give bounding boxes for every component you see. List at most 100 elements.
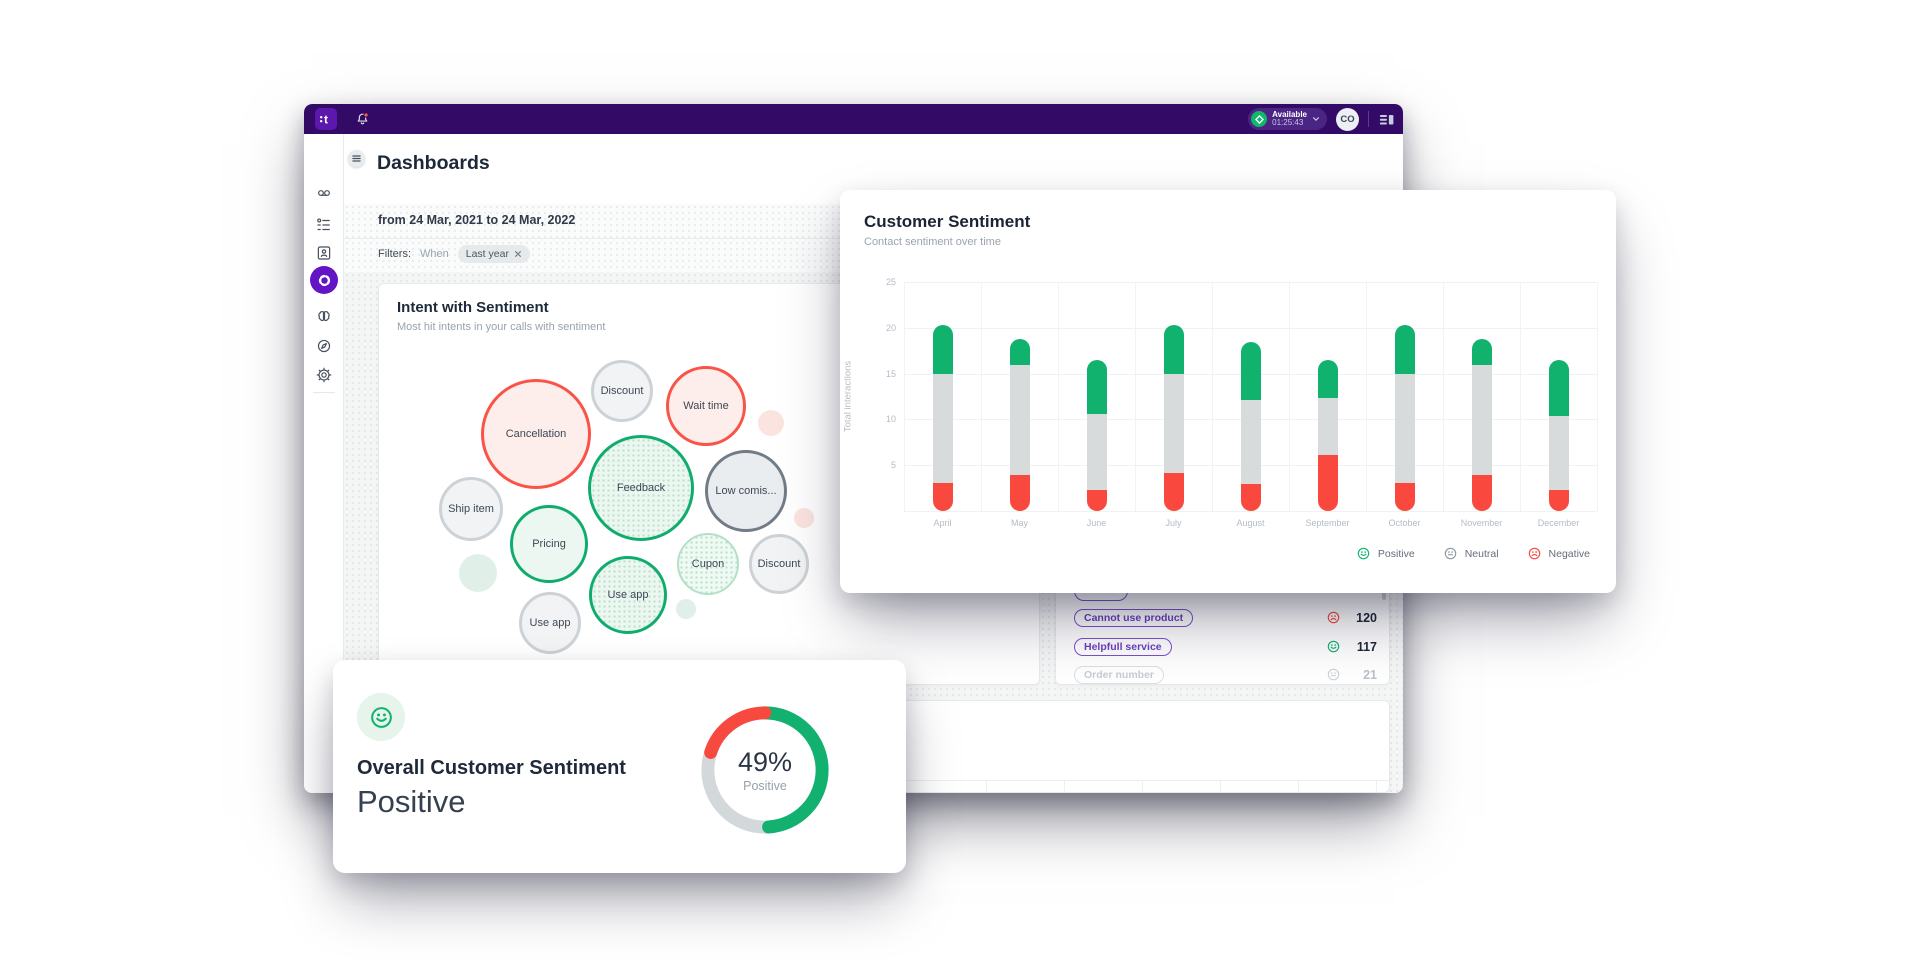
- sidebar-item-explore-compass-icon[interactable]: [315, 337, 333, 355]
- donut-center-labels: 49% Positive: [697, 702, 833, 838]
- filter-chip-label: Last year: [465, 248, 509, 260]
- filters-label: Filters:: [378, 248, 411, 260]
- app-logo[interactable]: t: [315, 108, 337, 130]
- intent-pill[interactable]: Order number: [1074, 665, 1165, 684]
- donut-percent-label: Positive: [743, 779, 787, 793]
- bar-segment-positive: [1240, 342, 1261, 401]
- remove-filter-icon[interactable]: [514, 250, 522, 258]
- agent-status-chip[interactable]: Available 01:25:43: [1248, 108, 1327, 130]
- bubble-ship-item[interactable]: Ship item: [439, 477, 503, 541]
- bar-may: [1009, 338, 1030, 511]
- intent-pill[interactable]: Helpfull service: [1074, 637, 1172, 656]
- positive-face-icon: [1327, 640, 1340, 653]
- bubble-discount[interactable]: Discount: [591, 360, 653, 422]
- y-axis-tick: 5: [890, 460, 896, 471]
- sidebar-separator: [313, 392, 335, 393]
- x-axis-tick: July: [1165, 518, 1182, 528]
- date-range[interactable]: from 24 Mar, 2021 to 24 Mar, 2022: [378, 213, 576, 227]
- bar-segment-neutral: [1548, 415, 1569, 490]
- gridline: [1289, 282, 1290, 511]
- gridline: [1366, 282, 1367, 511]
- app-topbar: t Available 01:25:43: [304, 104, 1403, 134]
- legend-item-neutral[interactable]: Neutral: [1443, 546, 1499, 561]
- panel-subtitle: Most hit intents in your calls with sent…: [397, 321, 606, 333]
- sidebar-item-contacts-icon[interactable]: [315, 244, 333, 262]
- sidebar-item-conversations-icon[interactable]: [315, 184, 333, 202]
- bar-segment-positive: [1317, 359, 1338, 399]
- overall-title: Overall Customer Sentiment: [357, 757, 626, 779]
- x-axis-tick: November: [1460, 518, 1503, 528]
- bar-segment-neutral: [1009, 365, 1030, 476]
- bar-segment-negative: [1317, 455, 1338, 511]
- avatar[interactable]: CO: [1336, 107, 1359, 131]
- intent-pill[interactable]: Cannot use product: [1074, 608, 1194, 627]
- bar-segment-neutral: [1471, 365, 1492, 476]
- workspace-panel-icon[interactable]: [1378, 111, 1395, 128]
- customer-sentiment-card: Customer Sentiment Contact sentiment ove…: [840, 190, 1616, 593]
- sidebar-item-settings-gear-icon[interactable]: [315, 366, 333, 384]
- bubble-pricing[interactable]: Pricing: [510, 505, 588, 583]
- neutral-face-icon: [1327, 668, 1340, 681]
- legend-item-negative[interactable]: Negative: [1527, 546, 1590, 561]
- gridline: [1443, 282, 1444, 511]
- filter-field-name: When: [420, 248, 449, 260]
- bubble-feedback[interactable]: Feedback: [588, 435, 694, 541]
- bubble-wait-time[interactable]: Wait time: [666, 366, 746, 446]
- gridline: [904, 511, 1597, 512]
- bar-segment-negative: [1163, 473, 1184, 511]
- bar-june: [1086, 359, 1107, 511]
- filters-bar: Filters: When Last year: [378, 245, 530, 263]
- positive-face-icon: [1326, 639, 1341, 654]
- bubble-use-app[interactable]: Use app: [519, 592, 581, 654]
- sidebar-collapse-toggle[interactable]: [348, 150, 365, 167]
- intent-count: 117: [1356, 639, 1377, 654]
- x-axis-tick: June: [1086, 518, 1107, 528]
- x-axis-tick: April: [933, 518, 952, 528]
- bar-july: [1163, 325, 1184, 511]
- sidebar-item-task-list-icon[interactable]: [315, 216, 333, 234]
- bubble-chart: Cancellation Discount Wait time Ship item Pr…: [379, 284, 1039, 684]
- y-axis-label: Total interactions: [842, 360, 854, 433]
- filter-chip[interactable]: Last year: [457, 245, 530, 263]
- bubble-cancellation[interactable]: Cancellation: [481, 379, 591, 489]
- status-timer: 01:25:43: [1272, 118, 1304, 127]
- bar-segment-positive: [1471, 338, 1492, 366]
- neutral-face-icon: [1444, 547, 1456, 560]
- bubble-low-comis-[interactable]: Low comis...: [705, 450, 787, 532]
- bar-november: [1471, 338, 1492, 511]
- neutral-face-icon: [1326, 667, 1341, 682]
- gridline: [1520, 282, 1521, 511]
- gridline: [1058, 282, 1059, 511]
- status-label: Available: [1272, 109, 1307, 119]
- bubble-use-app[interactable]: Use app: [589, 556, 667, 634]
- bubble-small: [459, 554, 497, 592]
- negative-face-icon: [1327, 611, 1340, 624]
- bubble-discount[interactable]: Discount: [749, 534, 809, 594]
- bar-segment-positive: [1163, 325, 1184, 374]
- notifications-bell-icon[interactable]: [354, 111, 371, 128]
- gridline: [1597, 282, 1598, 511]
- bar-segment-positive: [1394, 325, 1415, 374]
- sidebar-item-ai-brain-icon[interactable]: [315, 308, 333, 326]
- bar-segment-negative: [1086, 489, 1107, 511]
- bar-segment-negative: [1548, 489, 1569, 511]
- bar-segment-negative: [1394, 482, 1415, 511]
- legend-item-positive[interactable]: Positive: [1356, 546, 1415, 561]
- positive-face-icon: [1357, 547, 1370, 560]
- bar-segment-neutral: [1086, 413, 1107, 490]
- x-axis-tick: May: [1010, 518, 1028, 528]
- table-row: Cannot use product 120: [1074, 607, 1377, 628]
- sidebar-item-dashboards-icon[interactable]: [310, 266, 338, 294]
- y-axis-tick: 20: [885, 322, 896, 333]
- positive-face-icon: [370, 706, 392, 728]
- bar-segment-positive: [1548, 359, 1569, 416]
- bar-segment-positive: [1009, 338, 1030, 366]
- bar-segment-negative: [1240, 483, 1261, 511]
- bar-segment-neutral: [1394, 373, 1415, 483]
- panel-title: Intent with Sentiment: [397, 299, 549, 316]
- gridline: [904, 327, 1597, 329]
- intent-count: 21: [1363, 667, 1377, 682]
- bar-august: [1240, 342, 1261, 511]
- status-texts: Available 01:25:43: [1272, 109, 1307, 128]
- bubble-cupon[interactable]: Cupon: [677, 533, 739, 595]
